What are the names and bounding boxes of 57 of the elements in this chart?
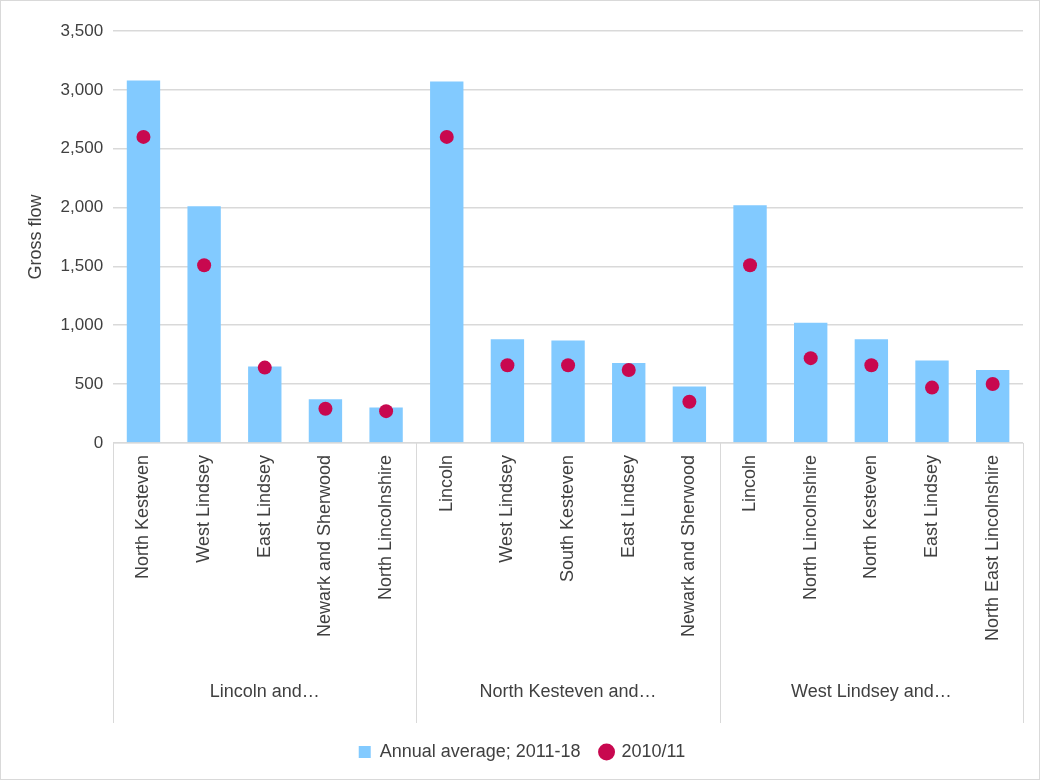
bar	[854, 339, 889, 443]
x-tick-label: East Lindsey	[253, 454, 274, 558]
x-tick-label: West Lindsey	[496, 454, 517, 563]
bar	[733, 205, 767, 443]
bar	[672, 386, 707, 443]
y-tick-label: 3,000	[60, 79, 104, 99]
point	[318, 401, 333, 416]
bar	[248, 366, 282, 443]
y-tick-label: 500	[74, 373, 104, 393]
point	[621, 362, 636, 377]
text: Lincoln and…	[209, 680, 320, 701]
x-tick-label: West Lindsey	[193, 454, 214, 563]
y-tick-label: 2,500	[60, 138, 104, 158]
y-tick-label: 0	[93, 432, 104, 452]
point	[136, 129, 151, 144]
bar	[975, 369, 1010, 443]
point	[197, 258, 212, 273]
point	[682, 394, 697, 409]
bar	[490, 339, 525, 443]
x-tick-label: East Lindsey	[617, 454, 638, 558]
legend-label: Annual average; 2011-18	[379, 740, 581, 761]
bar	[915, 360, 949, 443]
legend-label: 2010/11	[621, 740, 686, 761]
text: North Kesteven and…	[479, 680, 657, 701]
point	[925, 380, 940, 395]
x-tick-label: North Lincolnshire	[799, 454, 820, 600]
x-tick-label: Lincoln	[435, 454, 456, 512]
y-axis-title: Gross flow	[24, 193, 45, 280]
x-tick-label: East Lindsey	[920, 454, 941, 558]
x-tick-label: Lincoln	[739, 454, 760, 512]
text: West Lindsey and…	[790, 680, 952, 701]
x-tick-label: North Kesteven	[860, 454, 881, 579]
bar	[612, 362, 646, 443]
point	[561, 358, 576, 373]
y-tick-label: 3,500	[60, 20, 104, 40]
x-tick-label: North Lincolnshire	[375, 454, 396, 600]
x-tick-label: North Kesteven	[132, 454, 153, 579]
point	[743, 258, 758, 273]
point	[864, 358, 879, 373]
x-tick-label: Newark and Sherwood	[678, 454, 699, 638]
bar	[551, 340, 585, 443]
bar	[126, 80, 161, 443]
bar	[187, 206, 221, 443]
point	[379, 404, 394, 419]
x-tick-label: Newark and Sherwood	[314, 454, 335, 638]
point	[500, 358, 515, 373]
x-tick-label: South Kesteven	[557, 454, 578, 582]
point	[803, 351, 818, 366]
y-tick-label: 1,000	[60, 314, 104, 334]
point	[257, 360, 272, 375]
point	[439, 129, 454, 144]
bar	[430, 81, 464, 443]
y-tick-label: 2,000	[60, 197, 104, 217]
x-tick-label: North East Lincolnshire	[981, 454, 1002, 641]
y-tick-label: 1,500	[60, 256, 104, 276]
bar	[794, 322, 828, 443]
point	[985, 377, 1000, 392]
